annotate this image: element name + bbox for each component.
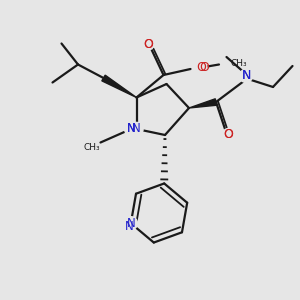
Text: O: O	[200, 61, 209, 74]
Text: N: N	[132, 122, 141, 136]
Circle shape	[195, 61, 207, 74]
Text: O: O	[143, 38, 153, 51]
Text: N: N	[241, 69, 251, 82]
Text: N: N	[127, 122, 136, 136]
Circle shape	[124, 217, 137, 230]
Circle shape	[142, 38, 154, 50]
Circle shape	[130, 122, 143, 136]
Text: O: O	[143, 38, 153, 51]
Text: N: N	[125, 220, 134, 233]
Text: N: N	[126, 217, 135, 230]
Text: CH₃: CH₃	[84, 142, 100, 152]
Polygon shape	[102, 75, 136, 98]
Circle shape	[223, 128, 235, 140]
Text: O: O	[224, 128, 233, 141]
Circle shape	[124, 122, 138, 136]
Polygon shape	[189, 99, 217, 108]
Text: O: O	[224, 128, 233, 141]
Circle shape	[239, 69, 253, 82]
Text: CH₃: CH₃	[230, 58, 247, 68]
Text: N: N	[127, 122, 136, 136]
Text: O: O	[196, 61, 206, 74]
Text: N: N	[241, 69, 251, 82]
